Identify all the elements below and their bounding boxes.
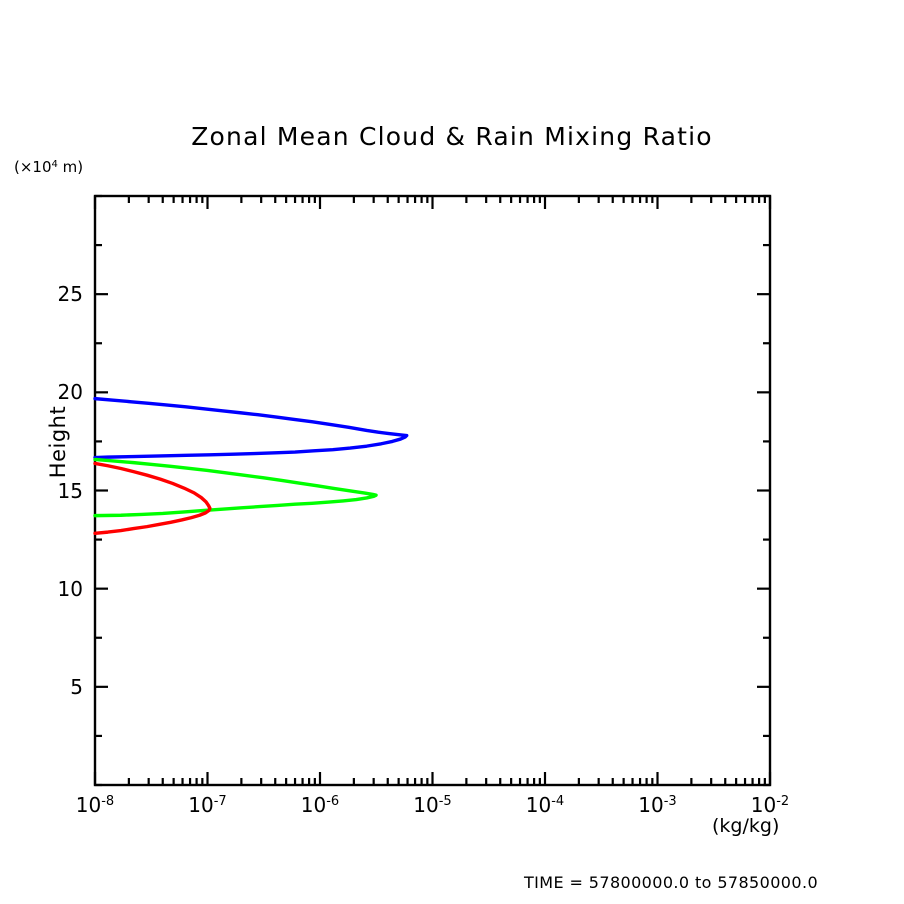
plot-frame: [93, 194, 772, 787]
x-axis-unit-label: (kg/kg): [712, 815, 780, 837]
x-tick-label: 10-4: [525, 793, 565, 817]
y-axis-unit-label: (×104 m): [14, 158, 83, 176]
x-tick-label: 10-3: [638, 793, 677, 817]
x-tick-label: 10-2: [750, 793, 790, 817]
tick-marks: [93, 194, 772, 787]
chart-title: Zonal Mean Cloud & Rain Mixing Ratio: [191, 122, 713, 151]
y-tick-label: 15: [57, 478, 83, 503]
time-annotation: TIME = 57800000.0 to 57850000.0: [524, 873, 819, 892]
y-unit-text: (×104 m): [14, 158, 84, 176]
y-tick-label: 20: [57, 380, 83, 405]
x-tick-label: 10-7: [188, 793, 227, 817]
x-tick-label: 10-5: [413, 793, 452, 817]
axis-frame: [93, 194, 772, 787]
x-tick-label: 10-8: [75, 793, 115, 817]
curve-green-contour: [93, 457, 378, 518]
y-tick-label: 25: [57, 282, 83, 307]
curve-blue-contour: [93, 396, 409, 460]
data-curves: [93, 396, 409, 535]
y-tick-label: 5: [70, 674, 83, 699]
y-tick-label: 10: [57, 576, 83, 601]
x-tick-label: 10-6: [300, 793, 340, 817]
curve-red-contour: [93, 461, 212, 535]
